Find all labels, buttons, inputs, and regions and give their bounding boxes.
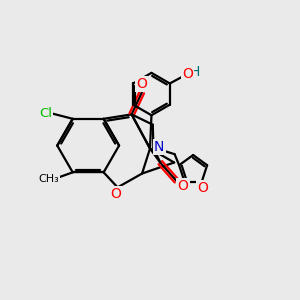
Text: N: N: [154, 140, 164, 154]
Text: O: O: [178, 179, 188, 193]
Text: Cl: Cl: [39, 107, 52, 120]
Text: O: O: [111, 187, 122, 201]
Text: CH₃: CH₃: [39, 174, 59, 184]
Text: O: O: [182, 67, 193, 81]
Text: H: H: [190, 65, 200, 79]
Text: O: O: [197, 181, 208, 195]
Text: O: O: [136, 77, 147, 92]
